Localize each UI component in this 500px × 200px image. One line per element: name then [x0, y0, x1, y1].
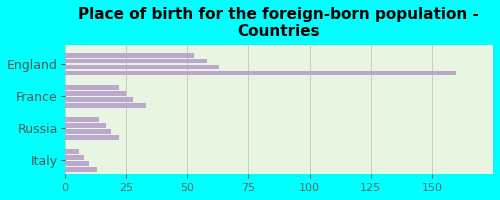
- Bar: [65, 65, 219, 69]
- Bar: [65, 97, 134, 102]
- Bar: [65, 103, 146, 108]
- Bar: [65, 59, 206, 63]
- Title: Place of birth for the foreign-born population -
Countries: Place of birth for the foreign-born popu…: [78, 7, 479, 39]
- Bar: [65, 71, 456, 75]
- Bar: [65, 129, 112, 134]
- Bar: [65, 53, 194, 58]
- Bar: [65, 167, 96, 172]
- Bar: [65, 123, 106, 128]
- Bar: [65, 85, 118, 90]
- Bar: [65, 149, 80, 154]
- Bar: [65, 117, 99, 122]
- Bar: [65, 135, 118, 140]
- Bar: [65, 91, 126, 96]
- Bar: [65, 161, 89, 166]
- Bar: [65, 155, 84, 160]
